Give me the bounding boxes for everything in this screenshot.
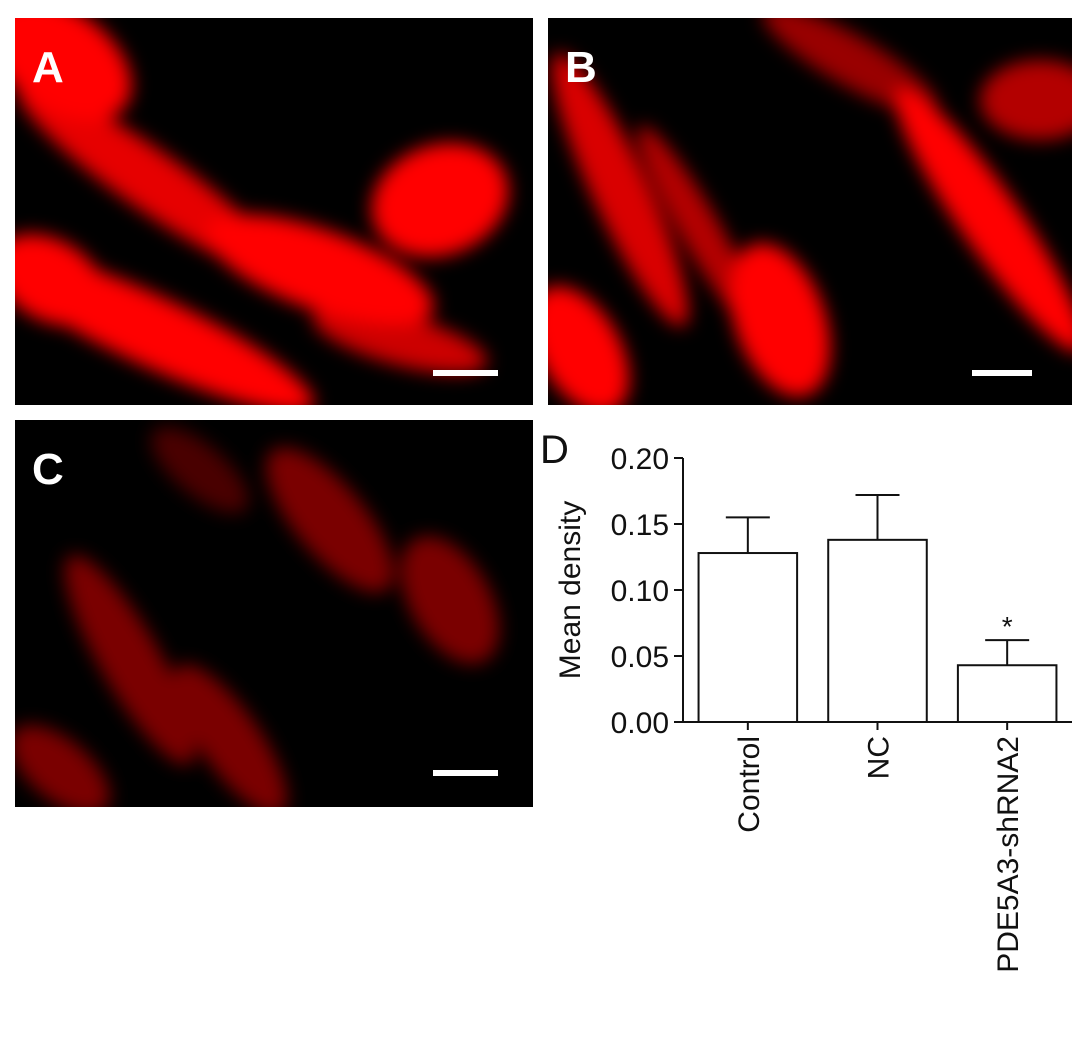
y-axis-label: Mean density bbox=[554, 501, 587, 679]
y-tick-label: 0.20 bbox=[611, 443, 669, 476]
micrograph-a bbox=[15, 18, 533, 405]
plot: 0.00 0.05 0.10 0.15 0.20 Control NC PDE5A3-shRN… bbox=[611, 443, 1072, 973]
panel-label: B bbox=[565, 43, 597, 92]
micrograph-c bbox=[15, 420, 533, 807]
bar bbox=[697, 552, 799, 723]
panel-label: D bbox=[540, 428, 569, 472]
y-tick-label: 0.15 bbox=[611, 509, 669, 542]
panel-label: A bbox=[32, 43, 64, 92]
significance-mark: * bbox=[1002, 611, 1013, 642]
micrograph-b bbox=[548, 18, 1072, 405]
y-tick-label: 0.10 bbox=[611, 575, 669, 608]
bar bbox=[956, 664, 1058, 723]
x-tick-label: NC bbox=[863, 736, 896, 779]
x-tick-label: Control bbox=[733, 736, 766, 833]
y-tick-label: 0.00 bbox=[611, 707, 669, 740]
panel-label: C bbox=[32, 445, 64, 494]
x-tick-label: PDE5A3-shRNA2 bbox=[992, 736, 1025, 973]
bar bbox=[827, 538, 928, 724]
y-tick-label: 0.05 bbox=[611, 641, 669, 674]
